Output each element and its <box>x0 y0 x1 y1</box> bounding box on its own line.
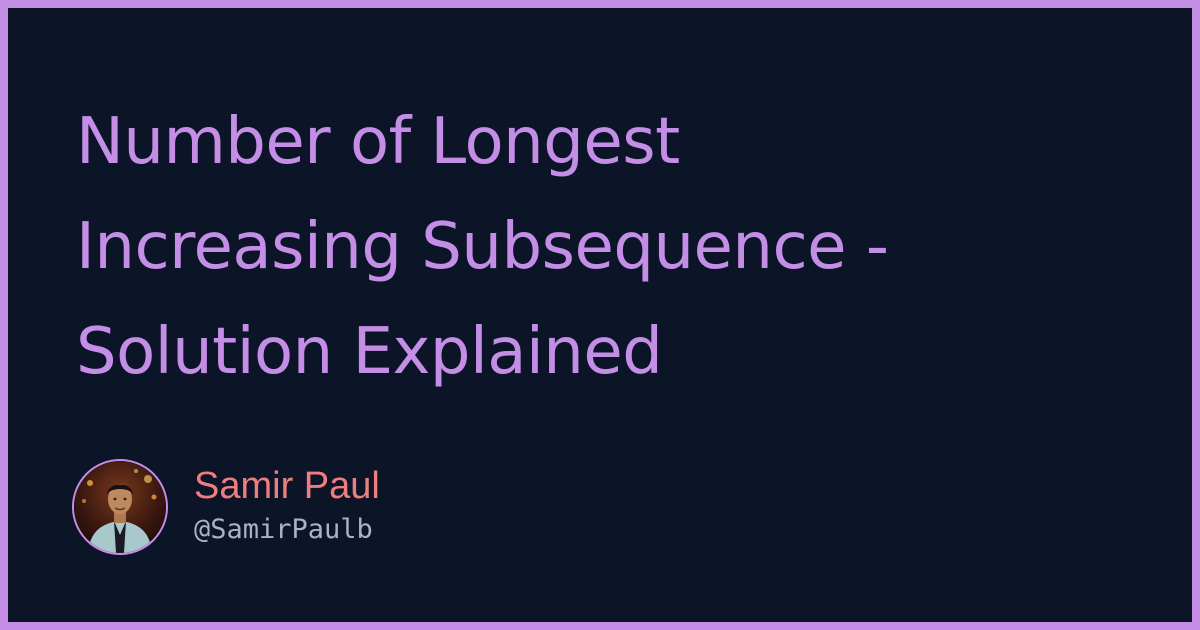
author-text: Samir Paul @SamirPaulb <box>194 464 380 550</box>
avatar-photo <box>74 461 166 553</box>
title-line-2: Increasing Subsequence - <box>76 210 889 284</box>
title-line-3: Solution Explained <box>76 315 663 389</box>
author-handle: @SamirPaulb <box>194 514 373 545</box>
author-block: Samir Paul @SamirPaulb <box>72 459 380 555</box>
article-title: Number of Longest Increasing Subsequence… <box>76 90 1136 405</box>
author-name: Samir Paul <box>194 465 380 507</box>
title-line-1: Number of Longest <box>76 105 680 179</box>
avatar <box>72 459 168 555</box>
